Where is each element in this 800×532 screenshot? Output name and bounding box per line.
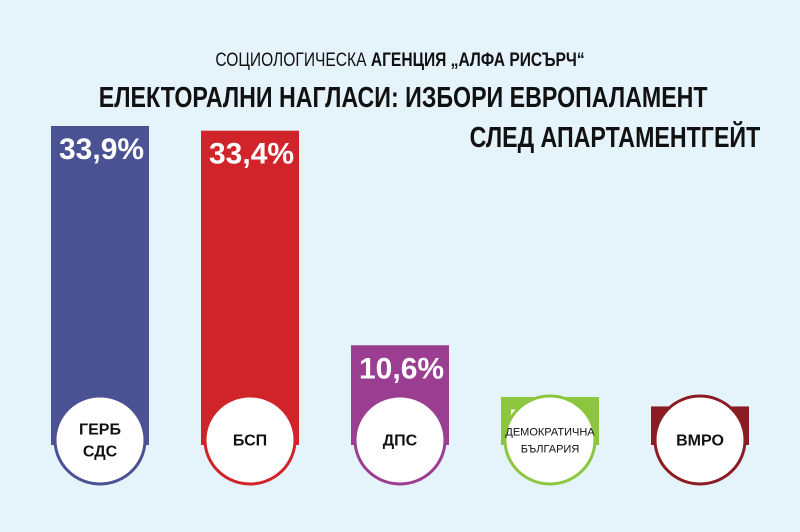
category-label-1-line-2: СДС (83, 444, 118, 461)
chart-subtitle: СОЦИОЛОГИЧЕСКА АГЕНЦИЯ „АЛФА РИСЪРЧ“ (72, 50, 728, 72)
chart-title-line1: ЕЛЕКТОРАЛНИ НАГЛАСИ: ИЗБОРИ ЕВРОПАЛАМЕНТ (98, 82, 708, 114)
category-badge-3 (353, 394, 447, 486)
bar-value-label-1: 33,9% (59, 133, 144, 166)
category-badge-2 (203, 394, 297, 486)
category-label-1-line-1: ГЕРБ (79, 422, 121, 439)
bar-value-label-3: 10,6% (359, 352, 444, 385)
bar-value-label-2: 33,4% (209, 138, 294, 171)
category-label-5: ВМРО (676, 433, 724, 450)
category-label-3: ДПС (383, 433, 418, 450)
subtitle-agency-name: АГЕНЦИЯ „АЛФА РИСЪРЧ“ (370, 50, 585, 71)
category-badge-5 (653, 394, 747, 486)
bar-1 (51, 126, 149, 445)
category-label-4-line-1: ДЕМОКРАТИЧНА (505, 426, 595, 438)
category-badge-1 (53, 394, 147, 486)
category-label-4-line-2: БЪЛГАРИЯ (521, 443, 580, 455)
chart-title-line2: СЛЕД АПАРТАМЕНТГЕЙТ (469, 122, 760, 154)
subtitle-agency-type: СОЦИОЛОГИЧЕСКА (215, 50, 367, 71)
category-label-2: БСП (233, 433, 267, 450)
category-badge-4 (503, 394, 597, 486)
bar-2 (201, 130, 299, 445)
